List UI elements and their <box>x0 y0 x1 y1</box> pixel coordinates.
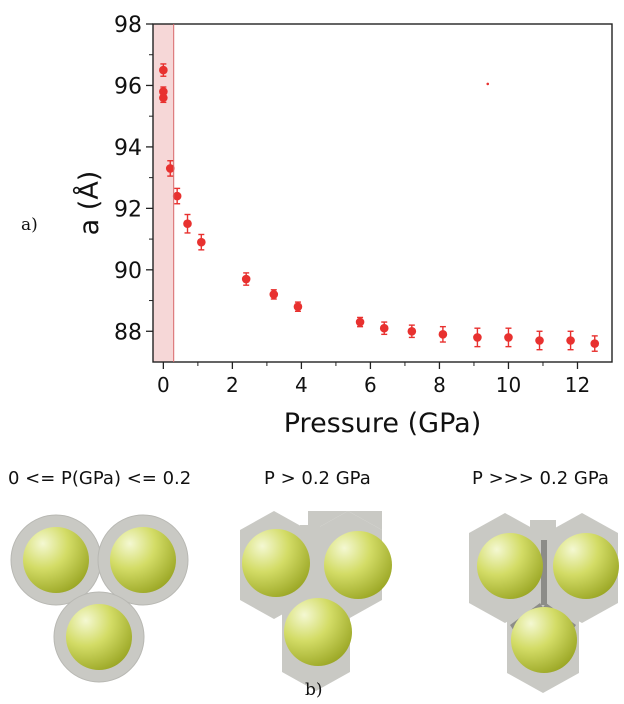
lattice-parameter-chart: 0 2 4 6 8 10 12 88 90 92 94 96 98 Pressure (GPa) a (… <box>73 13 613 439</box>
data-point <box>438 330 448 339</box>
schematic-gallery <box>10 511 619 693</box>
y-axis-label: a (Å) <box>73 171 105 236</box>
y-tick-label: 88 <box>114 320 142 345</box>
y-tick-label: 92 <box>114 197 142 222</box>
data-point <box>355 317 365 327</box>
schematic-merged-shells <box>469 513 619 693</box>
stray-point <box>486 82 490 86</box>
data-point <box>183 219 192 229</box>
data-point <box>269 290 279 299</box>
y-tick-label: 94 <box>114 136 142 161</box>
x-axis-label: Pressure (GPa) <box>284 408 481 439</box>
core-sphere <box>553 533 619 599</box>
data-point <box>197 237 206 247</box>
data-point <box>293 302 303 311</box>
core-sphere <box>242 529 310 597</box>
x-tick-label: 0 <box>157 373 170 397</box>
y-tick-label: 90 <box>114 259 142 284</box>
hex-fill <box>274 511 382 530</box>
data-point <box>165 164 175 173</box>
core-sphere <box>110 527 176 593</box>
data-point <box>590 339 600 348</box>
y-tick-label: 98 <box>114 13 142 38</box>
schematic-caption-mid: P > 0.2 GPa <box>264 468 371 489</box>
core-sphere <box>66 604 132 670</box>
data-point <box>172 191 182 201</box>
axis-tick-labels: 0 2 4 6 8 10 12 88 90 92 94 96 98 <box>114 13 590 397</box>
data-point <box>504 333 513 342</box>
core-sphere <box>324 531 392 599</box>
panel-a-label: a) <box>21 215 38 235</box>
low-pressure-highlight-band <box>153 24 174 362</box>
x-tick-label: 12 <box>565 373 590 397</box>
data-point <box>159 93 168 103</box>
schematic-circular-shells <box>10 514 189 683</box>
core-sphere <box>511 607 577 673</box>
data-point <box>566 336 575 345</box>
schematic-hexagonal-shells <box>240 511 392 691</box>
x-tick-label: 2 <box>226 373 239 397</box>
y-tick-label: 96 <box>114 74 142 99</box>
data-point <box>407 326 417 336</box>
data-point <box>241 274 251 284</box>
core-sphere <box>477 533 543 599</box>
core-sphere <box>284 598 352 666</box>
core-sphere <box>23 527 89 593</box>
x-tick-label: 8 <box>433 373 446 397</box>
shell-boundary <box>541 540 547 605</box>
error-bars <box>160 63 598 352</box>
schematic-caption-high: P >>> 0.2 GPa <box>472 468 609 489</box>
data-point <box>473 333 482 342</box>
data-point <box>379 323 389 333</box>
data-point <box>535 336 544 345</box>
data-point <box>159 65 168 75</box>
data-points <box>159 65 600 348</box>
plot-frame <box>152 23 613 363</box>
x-tick-label: 4 <box>295 373 308 397</box>
data-point <box>159 87 168 96</box>
schematic-caption-low: 0 <= P(GPa) <= 0.2 <box>8 468 192 489</box>
x-tick-label: 10 <box>496 373 521 397</box>
x-tick-label: 6 <box>364 373 377 397</box>
panel-b-label: b) <box>305 680 323 700</box>
